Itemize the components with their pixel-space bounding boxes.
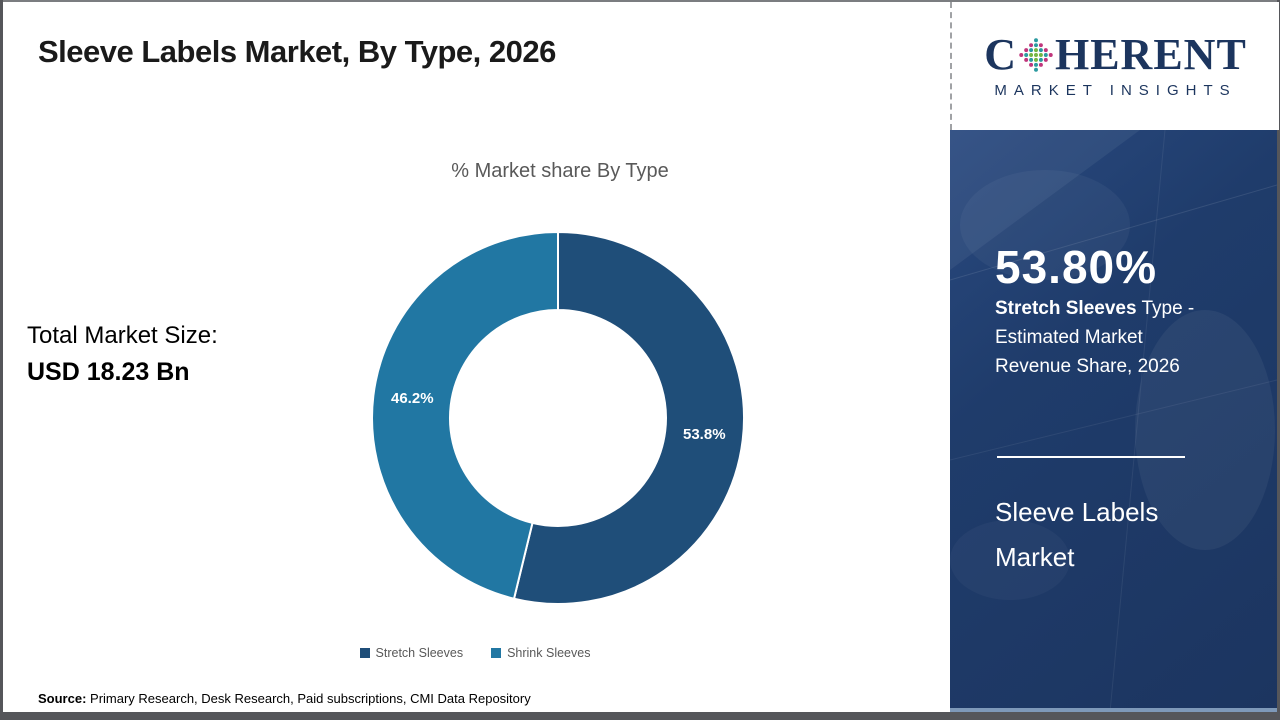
- legend-item-stretch-sleeves: Stretch Sleeves: [359, 646, 464, 660]
- chart-legend: Stretch Sleeves Shrink Sleeves: [0, 646, 950, 660]
- chart-title: % Market share By Type: [451, 160, 669, 182]
- sidebar-bottom-edge: [950, 708, 1277, 712]
- brand-letter-c: C: [984, 30, 1017, 79]
- page-border-bottom: [0, 712, 1280, 720]
- headline-share-segment: Stretch Sleeves: [995, 298, 1137, 319]
- sidebar: 53.80% Stretch Sleeves Type - Estimated …: [950, 130, 1277, 712]
- legend-label: Stretch Sleeves: [375, 646, 464, 660]
- world-map-texture: [950, 130, 1277, 712]
- total-market-size-label: Total Market Size:: [27, 322, 218, 349]
- page-border-right: [1277, 0, 1280, 720]
- divider-line: [997, 456, 1185, 458]
- source-label: Source:: [38, 691, 87, 706]
- page-border-top: [0, 0, 1280, 2]
- report-name-line2: Market: [995, 542, 1075, 572]
- slice-label-stretch-sleeves: 53.8%: [683, 426, 726, 443]
- brand-letters-rest: HERENT: [1054, 30, 1247, 79]
- report-name: Sleeve Labels Market: [995, 490, 1158, 580]
- total-market-size-value: USD 18.23 Bn: [27, 358, 190, 386]
- legend-item-shrink-sleeves: Shrink Sleeves: [491, 646, 590, 660]
- brand-wordmark: C HERENT: [984, 33, 1247, 77]
- donut-slice-stretch-sleeves: [512, 230, 746, 605]
- legend-swatch: [359, 648, 370, 658]
- brand-logo: C HERENT MARKET INSIGHTS: [950, 2, 1279, 130]
- donut-slice-shrink-sleeves: [371, 230, 559, 600]
- headline-share-text: Type - Estimated Market Revenue Share, 2…: [995, 298, 1195, 377]
- legend-swatch: [491, 648, 502, 658]
- page-title: Sleeve Labels Market, By Type, 2026: [38, 34, 556, 69]
- page-border-left: [0, 0, 3, 720]
- source-note: Source: Primary Research, Desk Research,…: [38, 691, 531, 706]
- headline-share-description: Stretch Sleeves Type - Estimated Market …: [995, 294, 1223, 381]
- slice-label-shrink-sleeves: 46.2%: [391, 390, 434, 407]
- legend-label: Shrink Sleeves: [507, 646, 591, 660]
- headline-share-value: 53.80%: [995, 241, 1158, 293]
- globe-dots-icon: [1019, 38, 1053, 72]
- report-name-line1: Sleeve Labels: [995, 497, 1159, 527]
- brand-tagline: MARKET INSIGHTS: [994, 82, 1237, 99]
- total-market-size: Total Market Size: USD 18.23 Bn: [27, 322, 218, 387]
- donut-chart: [371, 230, 746, 605]
- source-text: Primary Research, Desk Research, Paid su…: [86, 691, 531, 706]
